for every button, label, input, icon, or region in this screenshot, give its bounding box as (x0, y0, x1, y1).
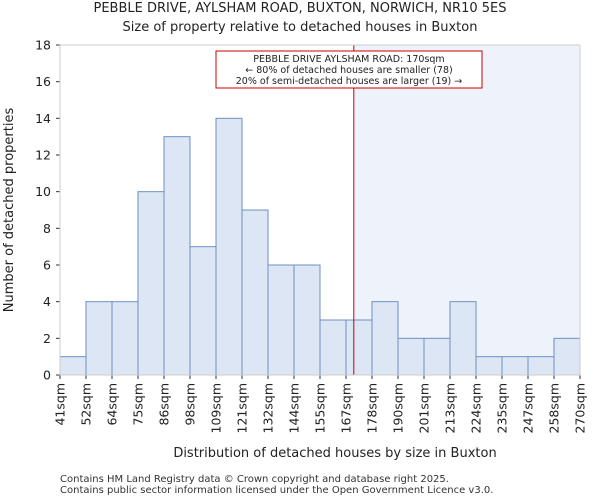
marker-annotation: PEBBLE DRIVE AYLSHAM ROAD: 170sqm ← 80% … (215, 50, 483, 89)
x-tick-label: 86sqm (157, 383, 172, 426)
y-tick-label: 8 (43, 221, 51, 236)
x-tick-label: 178sqm (365, 383, 380, 433)
annotation-box (215, 50, 483, 89)
y-tick-label: 10 (35, 184, 51, 199)
y-tick-label: 6 (43, 258, 51, 273)
annotation-line-1: PEBBLE DRIVE AYLSHAM ROAD: 170sqm (253, 54, 444, 65)
y-tick-label: 12 (35, 148, 51, 163)
y-tick-label: 16 (35, 74, 51, 89)
x-tick-label: 144sqm (287, 383, 302, 433)
x-tick-label: 258sqm (547, 383, 562, 433)
bar-86sqm (163, 136, 191, 376)
bar-224sqm (475, 356, 503, 376)
x-tick-label: 52sqm (79, 383, 94, 426)
x-tick-label: 155sqm (313, 383, 328, 433)
bar-213sqm (449, 301, 477, 376)
x-tick-label: 224sqm (469, 383, 484, 433)
x-tick-label: 132sqm (261, 383, 276, 433)
x-tick-label: 167sqm (339, 383, 354, 433)
plot-frame (59, 44, 581, 376)
x-tick-label: 121sqm (235, 383, 250, 433)
bar-247sqm (527, 356, 555, 376)
bar-258sqm (553, 337, 581, 376)
annotation-line-3: 20% of semi-detached houses are larger (… (236, 76, 463, 87)
y-axis: 0 2 4 6 8 10 12 14 16 18 (35, 38, 61, 383)
chart-subtitle: Size of property relative to detached ho… (123, 20, 478, 35)
x-tick-label: 213sqm (443, 383, 458, 433)
x-tick-label: 235sqm (495, 383, 510, 433)
x-tick-label: 64sqm (105, 383, 120, 426)
x-axis: 41sqm 52sqm 64sqm 75sqm 86sqm 98sqm 109sqm 121s… (53, 374, 588, 433)
x-tick-label: 201sqm (417, 383, 432, 433)
bar-52sqm (85, 301, 113, 376)
footer-attribution-2: Contains public sector information licen… (60, 485, 493, 496)
bar-144sqm (293, 264, 321, 376)
y-tick-label: 0 (43, 368, 51, 383)
x-tick-label: 109sqm (209, 383, 224, 433)
bar-64sqm (111, 301, 139, 376)
x-tick-label: 75sqm (131, 383, 146, 426)
bar-190sqm (397, 337, 425, 376)
x-tick-label: 41sqm (53, 383, 68, 426)
y-tick-label: 2 (43, 331, 51, 346)
x-tick-label: 190sqm (391, 383, 406, 433)
bar-167sqm (345, 319, 373, 376)
bar-109sqm (215, 117, 243, 376)
bar-201sqm (423, 337, 451, 376)
annotation-line-2: ← 80% of detached houses are smaller (78… (245, 65, 452, 76)
plot-area: 0 2 4 6 8 10 12 14 16 18 41sqm 52sqm 64sqm 75sqm 86sq… (35, 38, 587, 434)
y-axis-label: Number of detached properties (2, 108, 17, 313)
y-tick-label: 18 (35, 38, 51, 53)
bar-178sqm (371, 301, 399, 376)
bar-series (59, 117, 581, 376)
x-tick-label: 247sqm (521, 383, 536, 433)
bar-235sqm (501, 356, 529, 376)
x-tick-label: 98sqm (183, 383, 198, 426)
footer-attribution-1: Contains HM Land Registry data © Crown c… (60, 474, 449, 485)
x-axis-label: Distribution of detached houses by size … (173, 446, 496, 461)
bar-75sqm (137, 191, 165, 376)
bar-41sqm (59, 356, 87, 376)
x-tick-label: 270sqm (573, 383, 588, 433)
bar-121sqm (241, 209, 269, 376)
bar-132sqm (267, 264, 295, 376)
bar-98sqm (189, 246, 217, 376)
y-tick-label: 14 (35, 111, 51, 126)
bar-155sqm (319, 319, 347, 376)
chart-title: PEBBLE DRIVE, AYLSHAM ROAD, BUXTON, NORW… (94, 1, 507, 16)
y-tick-label: 4 (43, 294, 51, 309)
